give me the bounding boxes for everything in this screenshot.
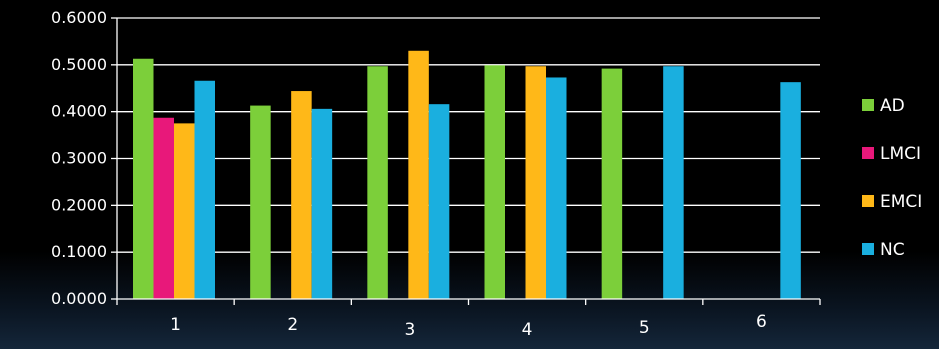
bar-emci-4	[525, 66, 546, 299]
legend-swatch-ad	[862, 99, 874, 111]
bar-ad-4	[484, 65, 505, 299]
gridlines	[117, 17, 820, 253]
bars	[133, 50, 801, 300]
bar-ad-5	[601, 68, 623, 299]
y-tick-label: 0.2000	[51, 195, 107, 214]
y-axis-tick-labels: 0.0000 0.1000 0.2000 0.3000 0.4000 0.5000 0.60…	[51, 8, 107, 308]
bar-nc-3	[428, 104, 450, 299]
bar-nc-6	[780, 82, 801, 299]
bar-ad-1	[133, 58, 154, 300]
bar-emci-3	[408, 50, 429, 300]
legend-label-lmci: LMCI	[880, 144, 921, 164]
bar-lmci-1	[153, 117, 174, 299]
legend-label-emci: EMCI	[880, 192, 922, 212]
axes	[111, 17, 821, 305]
x-axis-tick-labels: 1 2 3 4 5 6	[170, 312, 767, 340]
bar-nc-1	[194, 80, 215, 299]
x-tick-label: 3	[405, 320, 416, 340]
x-tick-label: 5	[639, 318, 650, 338]
bar-ad-3	[367, 66, 388, 299]
x-tick-label: 1	[170, 315, 181, 335]
x-tick-label: 6	[756, 312, 767, 332]
legend-swatch-nc	[862, 243, 874, 255]
bar-nc-4	[546, 77, 567, 299]
y-tick-label: 0.4000	[51, 102, 107, 121]
legend-swatch-emci	[862, 195, 874, 207]
y-tick-label: 0.1000	[51, 242, 107, 261]
bar-nc-2	[311, 108, 333, 300]
legend: AD LMCI EMCI NC	[862, 96, 922, 260]
y-tick-label: 0.0000	[51, 289, 107, 308]
legend-label-nc: NC	[880, 240, 905, 260]
bar-nc-5	[663, 66, 684, 299]
y-tick-label: 0.5000	[51, 55, 107, 74]
legend-label-ad: AD	[880, 96, 905, 116]
bar-emci-1	[174, 123, 195, 299]
y-tick-label: 0.3000	[51, 149, 107, 168]
bar-emci-2	[291, 91, 312, 299]
x-tick-label: 2	[287, 315, 298, 335]
legend-swatch-lmci	[862, 147, 874, 159]
y-tick-label: 0.6000	[51, 8, 107, 27]
bar-ad-2	[250, 105, 271, 299]
x-tick-label: 4	[522, 320, 533, 340]
